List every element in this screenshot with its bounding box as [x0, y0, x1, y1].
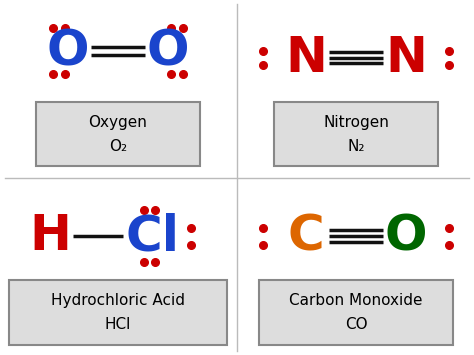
Text: Carbon Monoxide: Carbon Monoxide: [289, 293, 423, 308]
FancyBboxPatch shape: [274, 102, 438, 166]
Text: Nitrogen: Nitrogen: [323, 115, 389, 130]
Text: O: O: [47, 27, 90, 75]
Text: Hydrochloric Acid: Hydrochloric Acid: [51, 293, 185, 308]
Text: H: H: [29, 212, 71, 260]
Text: CO: CO: [345, 317, 367, 332]
FancyBboxPatch shape: [9, 280, 227, 345]
Text: C: C: [288, 212, 325, 260]
Text: Oxygen: Oxygen: [89, 115, 147, 130]
FancyBboxPatch shape: [258, 280, 454, 345]
Text: HCl: HCl: [105, 317, 131, 332]
Text: O: O: [384, 212, 427, 260]
Text: O₂: O₂: [109, 138, 127, 154]
Text: O: O: [146, 27, 189, 75]
FancyBboxPatch shape: [36, 102, 200, 166]
Text: N: N: [385, 34, 427, 82]
Text: N: N: [285, 34, 327, 82]
Text: N₂: N₂: [347, 138, 365, 154]
Text: Cl: Cl: [125, 212, 179, 260]
